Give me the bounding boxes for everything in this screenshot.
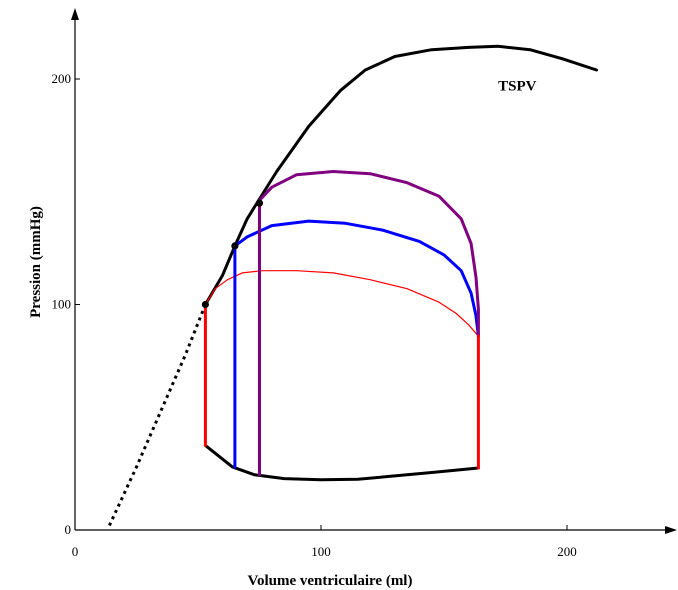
annotation-layer: TSPV [498, 78, 537, 94]
y-tick-label: 100 [52, 297, 72, 312]
x-axis-arrow [665, 526, 677, 534]
end-systolic-point [255, 199, 264, 207]
series-tspv [203, 44, 598, 306]
series-layer [108, 44, 598, 527]
x-tick-label: 200 [557, 544, 577, 559]
ticks: 0 100 200 0 100 200 [52, 71, 577, 559]
x-tick-label: 100 [311, 544, 331, 559]
series-tspv-extrapolation [108, 303, 207, 527]
axes [71, 8, 677, 534]
end-systolic-point [231, 242, 239, 250]
y-axis-arrow [71, 8, 79, 20]
annotation-label: TSPV [498, 78, 537, 94]
x-tick-label: 0 [72, 544, 79, 559]
series-loop-purple-ejection [255, 170, 480, 338]
end-systolic-point [201, 300, 209, 309]
x-axis-title: Volume ventriculaire (ml) [248, 573, 413, 589]
marker-layer [201, 199, 264, 309]
y-tick-label: 200 [52, 71, 72, 86]
y-axis-title: Pression (mmHg) [28, 206, 44, 318]
series-filling-curve [203, 443, 480, 482]
series-loop-blue-ejection [233, 219, 480, 338]
labels: Volume ventriculaire (ml) Pression (mmHg… [28, 206, 412, 589]
series-loop-red-ejection [204, 270, 479, 337]
y-tick-label: 0 [65, 522, 72, 537]
